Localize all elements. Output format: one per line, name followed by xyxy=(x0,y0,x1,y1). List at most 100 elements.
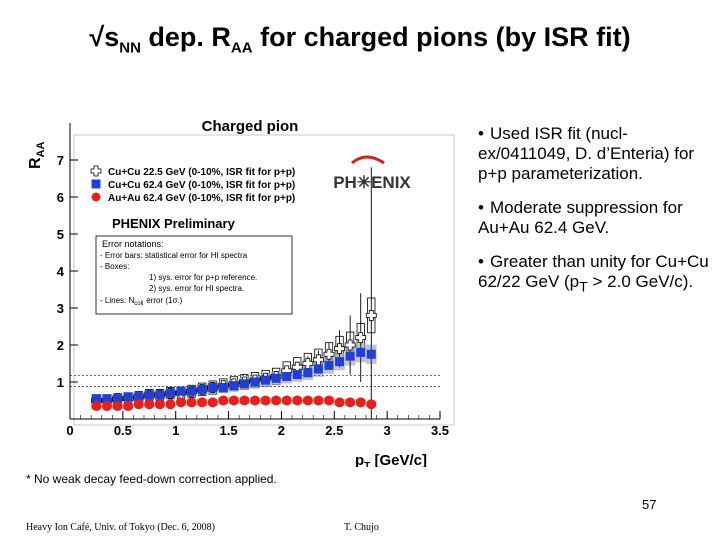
point-cucu62 xyxy=(144,390,154,400)
point-auau62 xyxy=(176,397,186,408)
point-cucu62 xyxy=(155,390,165,400)
point-auau62 xyxy=(324,395,334,406)
point-auau62 xyxy=(154,399,165,410)
bullet-dot: • xyxy=(478,198,484,217)
point-auau62 xyxy=(165,399,176,410)
point-cucu62 xyxy=(345,351,355,361)
phenix-logo-text: PH✳ENIX xyxy=(333,173,411,192)
rAA-chart: 0 0.5 1 1.5 2 2.5 3 3.5 1 2 3 4 5 6 7 Charged pion RAA… xyxy=(0,105,470,467)
point-cucu22 xyxy=(365,310,377,321)
point-auau62 xyxy=(260,395,271,406)
point-auau62 xyxy=(250,395,260,406)
x-axis-label: pT [GeV/c] xyxy=(355,452,427,467)
point-cucu62 xyxy=(366,349,376,359)
error-notation-box: Error notations: - Error bars: statistic… xyxy=(95,235,293,315)
bullet-list: • Used ISR fit (nucl-ex/0411049, D. d’Ent… xyxy=(478,124,710,311)
x-tick-label: 0 xyxy=(66,423,73,438)
error-notation-line-3: 1) sys. error for p+p reference. xyxy=(149,273,257,282)
point-auau62 xyxy=(366,399,377,410)
legend-marker-cucu22 xyxy=(90,165,102,177)
point-auau62 xyxy=(281,395,292,406)
x-tick-label: 3.5 xyxy=(431,423,449,438)
slide-title: √sNN dep. RAA for charged pions (by ISR … xyxy=(89,22,631,57)
point-auau62 xyxy=(112,401,123,412)
point-auau62 xyxy=(271,395,282,406)
point-auau62 xyxy=(292,395,303,406)
point-cucu62 xyxy=(335,357,345,367)
y-tick-label: 5 xyxy=(57,227,64,242)
x-tick-label: 2 xyxy=(278,423,285,438)
point-cucu62 xyxy=(113,394,123,404)
bullet-2: • Moderate suppression for Au+Au 62.4 GeV… xyxy=(478,198,683,237)
point-cucu62 xyxy=(187,386,197,396)
point-auau62 xyxy=(334,397,345,408)
point-cucu22 xyxy=(355,332,367,343)
point-auau62 xyxy=(207,397,218,408)
phenix-logo: PH✳ENIX xyxy=(333,155,411,192)
point-auau62 xyxy=(345,397,356,408)
point-auau62 xyxy=(228,395,239,406)
point-cucu62 xyxy=(123,392,133,402)
footer-venue: Heavy Ion Café, Univ. of Tokyo (Dec. 6, … xyxy=(26,522,215,533)
chart-title: Charged pion xyxy=(202,118,299,135)
point-cucu62 xyxy=(134,392,144,402)
y-tick-label: 2 xyxy=(57,338,64,353)
x-tick-label: 1 xyxy=(172,423,179,438)
error-notation-line-1: - Error bars: statistical error for HI s… xyxy=(100,251,248,260)
point-cucu22 xyxy=(323,348,335,360)
y-tick-label: 1 xyxy=(57,375,64,390)
point-auau62 xyxy=(123,401,134,412)
bullet-3: • Greater than unity for Cu+Cu 62/22 GeV … xyxy=(478,252,709,296)
bullet-dot: • xyxy=(478,252,484,271)
point-auau62 xyxy=(133,399,144,410)
x-tick-label: 1.5 xyxy=(220,423,238,438)
error-notation-line-2: - Boxes: xyxy=(100,262,129,271)
point-cucu62 xyxy=(229,381,239,391)
point-auau62 xyxy=(102,401,112,412)
point-cucu62 xyxy=(102,394,112,404)
point-auau62 xyxy=(197,397,208,408)
point-auau62 xyxy=(186,397,197,408)
page-number: 57 xyxy=(642,497,657,512)
y-tick-label: 6 xyxy=(57,190,64,205)
chart-frame-shadow xyxy=(73,134,455,426)
point-cucu62 xyxy=(176,386,186,396)
legend-label: Cu+Cu 22.5 GeV (0-10%, ISR fit for p+p) xyxy=(108,167,295,178)
point-cucu62 xyxy=(313,364,323,374)
point-cucu62 xyxy=(282,371,292,381)
bullet-dot: • xyxy=(478,124,484,143)
point-auau62 xyxy=(218,395,229,406)
point-cucu62 xyxy=(324,360,334,370)
error-notation-frame xyxy=(95,235,293,315)
phenix-logo-arc xyxy=(351,155,385,165)
point-cucu62 xyxy=(239,379,249,389)
point-cucu62 xyxy=(91,394,101,404)
point-cucu62 xyxy=(250,377,260,387)
footer-author: T. Chujo xyxy=(344,522,379,533)
point-cucu62 xyxy=(356,347,366,357)
error-notation-heading: Error notations: xyxy=(102,239,164,249)
y-tick-label: 4 xyxy=(57,264,65,279)
point-auau62 xyxy=(313,395,324,406)
point-cucu22 xyxy=(344,339,356,351)
error-notation-line-5: - Lines: Ncoll error (1σ.) xyxy=(100,296,183,307)
y-axis-label: RAA xyxy=(27,141,47,169)
y-tick-label: 3 xyxy=(57,301,64,316)
legend-label: Cu+Cu 62.4 GeV (0-10%, ISR fit for p+p) xyxy=(108,180,295,191)
point-auau62 xyxy=(91,401,102,412)
point-auau62 xyxy=(355,397,366,408)
footnote: * No weak decay feed-down correction app… xyxy=(26,472,277,486)
error-notation-line-4: 2) sys. error for HI spectra. xyxy=(149,284,244,293)
point-cucu62 xyxy=(208,383,218,393)
point-cucu62 xyxy=(303,368,313,378)
chart-legend: Cu+Cu 22.5 GeV (0-10%, ISR fit for p+p) C… xyxy=(90,165,295,204)
point-cucu22 xyxy=(334,343,345,355)
point-auau62 xyxy=(239,395,250,406)
x-tick-label: 2.5 xyxy=(325,423,343,438)
preliminary-label: PHENIX Preliminary xyxy=(112,216,236,231)
data-marks xyxy=(91,167,377,419)
x-tick-label: 3 xyxy=(384,423,391,438)
point-auau62 xyxy=(144,399,155,410)
point-cucu62 xyxy=(165,388,175,398)
point-cucu62 xyxy=(292,370,302,380)
